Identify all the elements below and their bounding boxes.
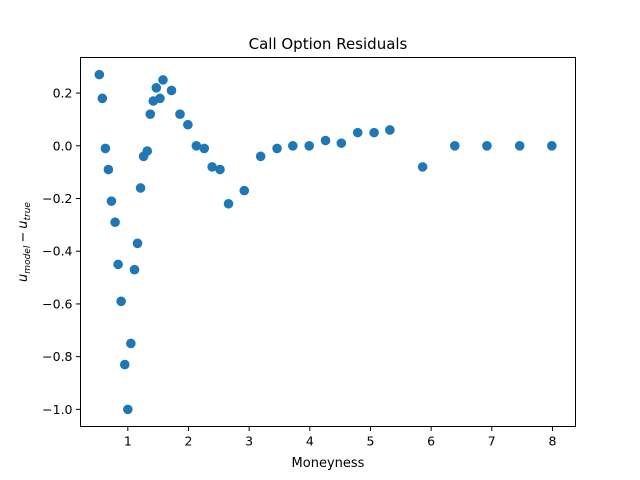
x-tick-label: 1 (124, 434, 132, 449)
data-point (145, 109, 156, 119)
data-point (547, 141, 557, 151)
data-point (142, 146, 153, 156)
data-point (449, 141, 460, 151)
data-point (223, 198, 234, 209)
y-label-operator: − (16, 232, 31, 243)
plot-frame (80, 57, 576, 427)
x-tick-label: 4 (306, 434, 314, 449)
data-point (113, 259, 123, 270)
data-point (166, 85, 177, 96)
data-point (288, 141, 298, 151)
y-label-sub-2: true (23, 202, 33, 221)
data-point (215, 164, 225, 175)
data-point (175, 109, 185, 119)
x-tick-label: 3 (245, 434, 253, 449)
data-point (126, 338, 136, 349)
y-tick-label: 0.2 (53, 86, 73, 101)
y-label-sub-1: model (23, 245, 33, 274)
data-point (158, 75, 168, 85)
plot-layer (94, 69, 557, 415)
x-tick-label: 5 (366, 434, 374, 449)
data-point (199, 143, 210, 154)
data-point (352, 127, 363, 138)
data-point (239, 185, 250, 196)
y-tick-label: −0.6 (42, 296, 72, 311)
y-label-base-1: u (16, 274, 31, 282)
data-point (151, 83, 162, 93)
data-point (183, 119, 193, 130)
y-tick-label: −0.8 (42, 349, 72, 364)
data-point (191, 141, 202, 151)
data-point (119, 359, 130, 370)
data-point (123, 404, 133, 415)
y-tick-label: 0.0 (53, 138, 73, 153)
x-axis-label: Moneyness (292, 456, 365, 471)
data-point (129, 264, 140, 275)
data-point (116, 296, 126, 307)
data-point (482, 141, 492, 151)
x-tick-label: 2 (185, 434, 193, 449)
data-point (132, 238, 143, 249)
y-tick-label: −0.4 (42, 244, 72, 259)
data-point (336, 138, 347, 148)
data-point (369, 127, 379, 138)
x-tick-label: 7 (488, 434, 496, 449)
x-axis: 1 2 3 4 5 6 7 8 (124, 426, 556, 449)
y-axis-label: umodel−utrue (16, 202, 33, 282)
y-tick-label: −1.0 (42, 402, 72, 417)
data-point (106, 196, 117, 206)
data-point (272, 143, 282, 154)
data-point (304, 141, 314, 151)
data-point (103, 164, 114, 175)
data-point (320, 135, 331, 146)
data-point (385, 125, 395, 135)
data-point (100, 143, 111, 154)
y-axis: 0.2 0.0 −0.2 −0.4 −0.6 −0.8 −1.0 (42, 86, 81, 417)
data-point (110, 217, 120, 228)
data-point (255, 151, 266, 162)
x-tick-label: 8 (548, 434, 556, 449)
data-point (135, 183, 146, 193)
data-point (155, 93, 165, 104)
x-tick-label: 6 (427, 434, 435, 449)
data-point (514, 141, 525, 151)
data-point (417, 162, 428, 172)
y-tick-label: −0.2 (42, 191, 72, 206)
data-point (97, 93, 108, 104)
data-point (94, 69, 105, 80)
y-label-base-2: u (16, 221, 31, 229)
chart-title: Call Option Residuals (249, 35, 408, 53)
data-point (207, 162, 217, 172)
